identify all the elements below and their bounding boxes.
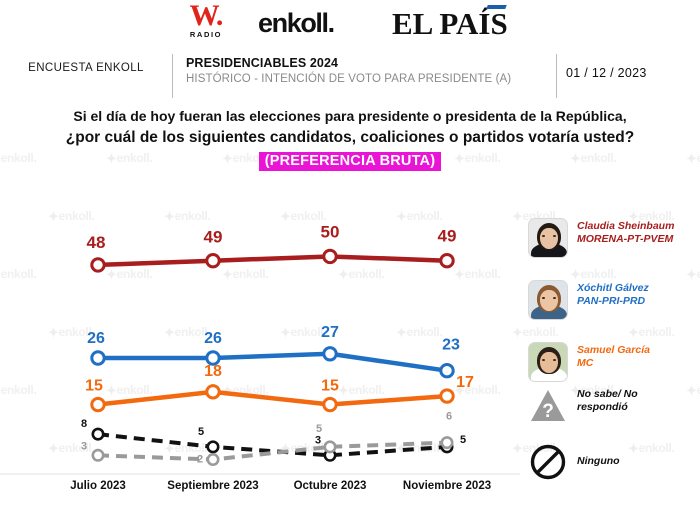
data-label: 26 [87, 330, 105, 347]
x-axis-label: Noviembre 2023 [402, 480, 492, 492]
w-radio-mark: W. [189, 0, 224, 32]
legend-text: Xóchitl Gálvez PAN-PRI-PRD [577, 280, 649, 308]
data-point [91, 448, 105, 462]
data-point [206, 453, 220, 467]
xochitl-galvez-photo [528, 280, 568, 320]
data-label: 3 [315, 434, 321, 446]
legend-item-candidate: Samuel García MC [528, 342, 650, 382]
data-label: 5 [198, 426, 204, 438]
data-label: 17 [456, 374, 474, 391]
legend-other-label-1: Ninguno [577, 455, 620, 467]
el-pais-accent-bar [485, 5, 507, 9]
data-point [205, 252, 221, 269]
legend-other-text: No sabe/ No respondió [577, 386, 638, 414]
x-axis-labels: Julio 2023 Septiembre 2023 Octubre 2023 Nov… [0, 480, 520, 500]
data-point [439, 362, 455, 379]
legend-item-candidate: Xóchitl Gálvez PAN-PRI-PRD [528, 280, 649, 320]
survey-label: ENCUESTA ENKOLL [28, 62, 144, 74]
data-label: 8 [81, 418, 87, 430]
data-label: 5 [316, 423, 322, 435]
legend-candidate-name: Claudia Sheinbaum [577, 220, 675, 232]
survey-date: 01 / 12 / 2023 [566, 66, 647, 80]
w-radio-logo: W. RADIO [183, 0, 229, 40]
data-label: 50 [321, 222, 340, 241]
legend-other-text: Ninguno [577, 442, 620, 468]
data-label: 23 [442, 337, 460, 354]
logo-bar: W. RADIO enkoll. EL PAÍS [0, 0, 700, 52]
question-triangle-icon: ? [528, 386, 568, 426]
legend-other-label-2: respondió [577, 401, 628, 413]
legend-candidate-party: MORENA-PT-PVEM [577, 233, 674, 245]
legend-text: Claudia Sheinbaum MORENA-PT-PVEM [577, 218, 674, 246]
series-line-1 [95, 254, 450, 268]
chart-legend: Claudia Sheinbaum MORENA-PT-PVEM Xóchitl G… [520, 218, 700, 508]
series-line-4 [97, 432, 448, 458]
data-label: 49 [438, 227, 457, 246]
enkoll-logo: enkoll. [258, 8, 335, 38]
data-label: 26 [204, 330, 222, 347]
data-label: 27 [321, 324, 339, 341]
data-point [90, 350, 106, 366]
legend-candidate-name: Xóchitl Gálvez [577, 282, 649, 294]
x-axis-label: Septiembre 2023 [167, 480, 259, 492]
line-chart: 48 49 50 49 26 26 27 23 15 18 15 17 8 5 3 5 3 2 5 6 Julio 2… [0, 196, 520, 523]
data-point [90, 257, 106, 273]
question-block: Si el día de hoy fueran las elecciones p… [0, 107, 700, 171]
svg-text:?: ? [542, 401, 554, 422]
w-radio-sub: RADIO [189, 30, 223, 39]
el-pais-logo: EL PAÍS [392, 5, 508, 42]
data-point [206, 440, 220, 454]
legend-other-label-1: No sabe/ No [577, 388, 638, 400]
data-label: 2 [197, 454, 203, 466]
data-label: 5 [460, 434, 466, 446]
legend-candidate-party: MC [577, 357, 594, 369]
data-point [323, 440, 337, 454]
data-point [439, 388, 455, 404]
data-point [322, 396, 338, 413]
page-title: PRESIDENCIABLES 2024 [186, 56, 339, 70]
x-axis-label: Octubre 2023 [293, 480, 367, 492]
data-label: 6 [446, 411, 452, 423]
legend-candidate-name: Samuel García [577, 344, 650, 356]
legend-candidate-party: PAN-PRI-PRD [577, 295, 646, 307]
legend-text: Samuel García MC [577, 342, 650, 370]
data-point [439, 252, 455, 269]
page-subtitle: HISTÓRICO - INTENCIÓN DE VOTO PARA PRESI… [186, 73, 512, 85]
no-entry-icon [528, 442, 568, 482]
samuel-garcia-photo [528, 342, 568, 382]
meta-bar: ENCUESTA ENKOLL PRESIDENCIABLES 2024 HIS… [0, 54, 700, 98]
data-point [205, 350, 221, 366]
legend-item-other: ? No sabe/ No respondió [528, 386, 638, 426]
meta-divider-left [172, 54, 173, 98]
data-label: 3 [81, 440, 87, 452]
data-point [90, 396, 106, 413]
meta-divider-right [556, 54, 557, 98]
data-label: 15 [85, 378, 103, 395]
series-line-3 [95, 389, 450, 407]
data-label: 49 [204, 228, 223, 247]
legend-item-candidate: Claudia Sheinbaum MORENA-PT-PVEM [528, 218, 674, 258]
data-point [322, 248, 338, 265]
data-label: 18 [204, 363, 222, 380]
legend-item-other: Ninguno [528, 442, 620, 482]
data-point [91, 427, 105, 441]
claudia-sheinbaum-photo [528, 218, 568, 258]
data-label: 48 [87, 233, 106, 252]
data-point [440, 436, 454, 450]
data-point [205, 384, 221, 400]
status-badge: (PREFERENCIA BRUTA) [258, 152, 442, 171]
x-axis-label: Julio 2023 [70, 480, 126, 492]
data-label: 15 [321, 378, 339, 395]
question-line-2: ¿por cuál de los siguientes candidatos, … [65, 129, 635, 146]
series-line-2 [95, 351, 450, 373]
el-pais-text: EL PAÍS [392, 6, 508, 41]
series-line-5 [97, 440, 448, 462]
data-point [322, 346, 338, 362]
preference-badge-wrap: (PREFERENCIA BRUTA) [0, 152, 700, 171]
question-line-1: Si el día de hoy fueran las elecciones p… [73, 108, 627, 124]
meta-title-block: PRESIDENCIABLES 2024 HISTÓRICO - INTENCI… [186, 56, 511, 85]
